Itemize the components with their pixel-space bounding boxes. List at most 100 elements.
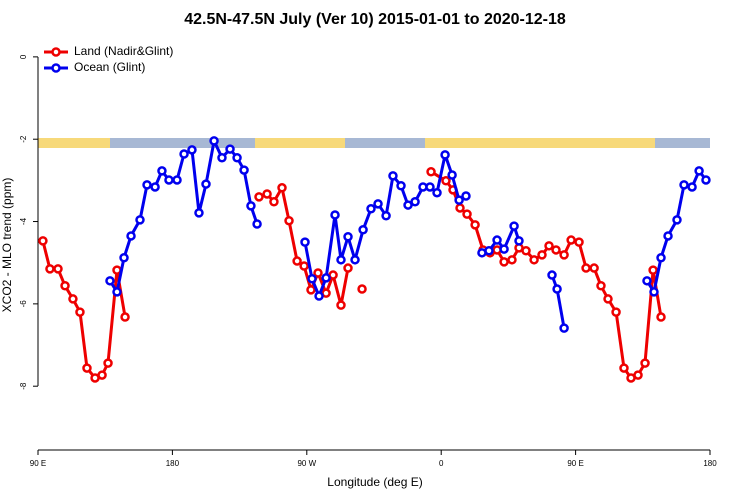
x-tick-label: 0 <box>439 459 444 468</box>
data-point <box>611 307 621 317</box>
data-point <box>103 358 113 368</box>
data-point <box>225 144 235 154</box>
data-point <box>619 363 629 373</box>
data-point <box>388 171 398 181</box>
data-point <box>559 250 569 260</box>
data-point <box>559 323 569 333</box>
data-point <box>544 241 554 251</box>
data-point <box>330 210 340 220</box>
data-point <box>679 180 689 190</box>
data-point <box>343 263 353 273</box>
data-point <box>649 287 659 297</box>
data-point <box>254 192 264 202</box>
data-point <box>350 255 360 265</box>
data-point <box>410 197 420 207</box>
data-point <box>68 294 78 304</box>
data-point <box>246 201 256 211</box>
data-point <box>492 235 502 245</box>
data-point <box>373 199 383 209</box>
data-point <box>53 264 63 274</box>
data-point <box>461 191 471 201</box>
data-point <box>343 232 353 242</box>
data-point <box>425 182 435 192</box>
data-point <box>126 231 136 241</box>
data-point <box>656 312 666 322</box>
x-tick-label: 90 W <box>297 459 316 468</box>
data-point <box>426 166 436 177</box>
data-point <box>566 235 576 245</box>
data-point <box>119 253 129 263</box>
data-point <box>440 150 450 160</box>
land-strip <box>255 138 345 148</box>
ocean-strip <box>345 138 425 148</box>
data-point <box>484 246 494 256</box>
x-tick-label: 90 E <box>567 459 583 468</box>
data-point <box>300 237 310 247</box>
data-point <box>269 197 279 207</box>
data-point <box>521 246 531 256</box>
y-tick-label: -2 <box>19 135 28 143</box>
data-point <box>313 268 323 278</box>
data-point <box>454 195 464 205</box>
data-point <box>603 294 613 304</box>
data-point <box>403 200 413 210</box>
data-point <box>187 145 197 155</box>
land-ocean-strip <box>38 138 710 148</box>
data-point <box>112 287 122 297</box>
data-point <box>45 264 55 274</box>
data-point <box>396 180 406 191</box>
data-point <box>336 255 346 265</box>
land-strip <box>38 138 110 148</box>
data-point <box>306 285 316 295</box>
data-point <box>547 270 557 280</box>
data-point <box>157 166 167 176</box>
data-point <box>357 284 367 294</box>
data-point <box>672 215 682 225</box>
data-point <box>232 152 242 163</box>
x-tick-label: 90 E <box>30 459 46 468</box>
ocean-strip <box>655 138 710 148</box>
data-point <box>75 307 85 317</box>
data-point <box>633 370 643 380</box>
data-point <box>164 175 174 185</box>
data-point <box>687 182 697 192</box>
data-point <box>455 203 465 213</box>
data-point <box>150 182 160 192</box>
data-point <box>284 215 294 226</box>
data-point <box>366 204 376 214</box>
x-tick-label: 180 <box>166 459 180 468</box>
data-point <box>581 263 591 273</box>
data-point <box>462 209 472 219</box>
data-point <box>432 187 442 198</box>
legend-label: Ocean (Glint) <box>74 60 145 74</box>
data-point <box>172 175 182 185</box>
land-strip <box>425 138 655 148</box>
series-line <box>108 139 708 329</box>
data-point <box>552 284 562 294</box>
data-point <box>447 170 457 180</box>
data-point <box>82 363 92 373</box>
data-point <box>663 231 673 241</box>
x-tick-label: 180 <box>703 459 717 468</box>
data-point <box>514 236 524 246</box>
y-tick-label: -4 <box>19 217 28 225</box>
data-point <box>596 281 606 291</box>
data-point <box>648 265 658 275</box>
data-point <box>642 276 652 286</box>
data-point <box>529 255 539 265</box>
data-point <box>194 208 204 218</box>
data-point <box>656 253 666 263</box>
y-tick-label: -8 <box>19 382 28 390</box>
data-point <box>97 370 107 380</box>
data-point <box>209 136 219 146</box>
data-point <box>38 236 48 246</box>
data-point <box>60 281 70 291</box>
data-point <box>252 219 262 229</box>
data-point <box>507 255 517 265</box>
data-point <box>217 152 227 163</box>
data-point <box>105 276 115 286</box>
data-point <box>701 175 711 185</box>
data-point <box>537 250 547 260</box>
y-tick-label: -6 <box>19 300 28 308</box>
